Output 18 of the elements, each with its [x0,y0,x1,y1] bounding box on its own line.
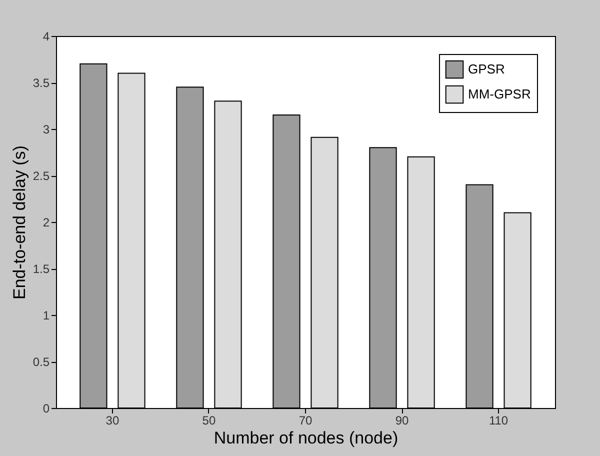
y-axis-title: End-to-end delay (s) [10,145,29,300]
y-tick-label: 2.5 [32,169,50,183]
x-tick-label: 70 [298,414,312,428]
y-tick-label: 1 [42,308,50,322]
y-tick-label: 3.5 [32,76,50,90]
x-tick-label: 110 [488,414,508,428]
legend-label: MM-GPSR [468,86,531,102]
y-tick-label: 0 [42,402,50,416]
y-tick-label: 1.5 [32,262,50,276]
y-tick-label: 3 [42,122,50,136]
x-axis-title: Number of nodes (node) [214,428,398,448]
x-tick-label: 50 [202,414,216,428]
legend-label: GPSR [468,62,505,76]
y-tick-label: 4 [42,30,50,44]
x-tick-label: 30 [106,414,120,428]
y-tick-label: 2 [42,216,50,230]
x-tick-label: 90 [395,414,410,428]
y-tick-label: 0.5 [32,355,50,369]
